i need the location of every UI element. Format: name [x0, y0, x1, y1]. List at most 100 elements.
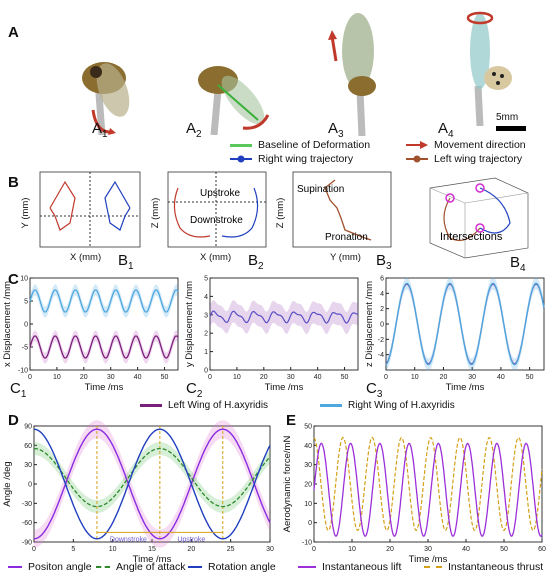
- d-ytick-label-3: 0: [28, 482, 32, 489]
- b1-xlabel: X (mm): [70, 252, 101, 263]
- blue-solid-line-icon: [188, 566, 202, 568]
- b2-upstroke: Upstroke: [200, 188, 240, 199]
- b3-pronation: Pronation: [325, 232, 368, 243]
- c3-right-line: [385, 282, 545, 366]
- e-ytick-label-6: 50: [304, 424, 312, 431]
- c1-ytick-label-1: -5: [22, 345, 28, 352]
- c1-ytick-label-0: -10: [18, 368, 28, 375]
- d-xtick-label-1: 5: [71, 546, 75, 553]
- e-xtick-label-6: 60: [538, 546, 546, 553]
- c3-band: [386, 277, 544, 371]
- b3-xlabel: Y (mm): [330, 252, 361, 263]
- c3-xtick-label-2: 20: [440, 374, 448, 381]
- d-ytick-label-6: 90: [24, 424, 32, 431]
- chart-c3: 0 10 20 30 40 50 -4 -2 0 2 4 6 Time /ms z Displacemen…: [364, 276, 545, 393]
- section-label-c: C: [8, 271, 19, 288]
- legend-d-position: Positon angle: [8, 561, 92, 573]
- legend-d-rotation: Rotation angle: [188, 561, 276, 573]
- panel-label-b2: B2: [248, 252, 264, 272]
- c3-xtick-label-3: 30: [468, 374, 476, 381]
- c1-xtick-label-3: 30: [107, 374, 115, 381]
- c2-xtick-label-5: 50: [341, 374, 349, 381]
- c3-ytick-label-4: 4: [380, 291, 384, 298]
- photo-label-a1: A1: [92, 120, 108, 140]
- photo-a1: [58, 40, 153, 136]
- e-xtick-label-0: 0: [312, 546, 316, 553]
- c2-band: [210, 300, 358, 335]
- scale-bar: [496, 126, 526, 131]
- d-ylabel: Angle /deg: [2, 461, 13, 506]
- c3-xlabel: Time /ms: [446, 382, 485, 393]
- c1-xtick-label-1: 10: [53, 374, 61, 381]
- chart-d: 0 5 10 15 20 25 30 -90 -60 -30 0 30 60 90 Time /ms Angl…: [2, 420, 274, 562]
- c2-ytick-label-4: 4: [204, 294, 208, 301]
- legend-baseline: Baseline of Deformation: [230, 139, 370, 151]
- legend-e-thrust: Instantaneous thrust: [424, 561, 543, 573]
- d-ytick-label-5: 60: [24, 443, 32, 450]
- e-xlabel: Time /ms: [409, 554, 448, 562]
- orange-dashed-line-icon: [424, 566, 442, 568]
- d-xtick-label-5: 25: [227, 546, 235, 553]
- e-ylabel: Aerodynamic force/mN: [282, 436, 293, 533]
- c3-ytick-label-1: -2: [378, 337, 384, 344]
- panel-label-c3: C3: [366, 380, 383, 400]
- c1-ytick-label-3: 5: [24, 299, 28, 306]
- c2-frame: [209, 277, 359, 371]
- panel-b1: Y (mm) X (mm): [20, 171, 141, 263]
- red-ball-line-icon: [406, 155, 428, 163]
- purple-line-icon: [140, 404, 162, 407]
- d-attack-line: [34, 447, 271, 508]
- photo-label-a2: A2: [186, 120, 202, 140]
- c1-ylabel: x Displacement /mm: [2, 281, 13, 367]
- panel-b2: Upstroke Downstroke Z (mm) X (mm): [150, 171, 267, 263]
- c3-xtick-label-5: 50: [526, 374, 534, 381]
- c3-ytick-label-3: 2: [380, 306, 384, 313]
- legend-c-right: Right Wing of H.axyridis: [320, 400, 455, 411]
- e-xtick-label-2: 20: [386, 546, 394, 553]
- e-ytick-label-0: -10: [302, 540, 312, 547]
- green-line-icon: [230, 143, 252, 147]
- panel-b3: Supination Pronation Z (mm) Y (mm): [275, 171, 392, 263]
- c2-ytick-label-0: 0: [204, 368, 208, 375]
- ladybird-wing-photo-1: [82, 62, 130, 136]
- c1-xtick-label-0: 0: [28, 374, 32, 381]
- section-label-d: D: [8, 412, 19, 429]
- e-ytick-label-4: 30: [304, 462, 312, 469]
- b3-supination: Supination: [297, 184, 344, 195]
- e-ytick-label-2: 10: [304, 501, 312, 508]
- c2-xtick-label-3: 30: [287, 374, 295, 381]
- d-upstroke-label: Upstroke: [177, 536, 205, 543]
- d-xtick-label-6: 30: [266, 546, 274, 553]
- e-xtick-label-5: 50: [500, 546, 508, 553]
- c2-ylabel: y Displacement /mm: [184, 281, 195, 367]
- photo-label-a4: A4: [438, 120, 454, 140]
- e-ytick-label-3: 20: [304, 482, 312, 489]
- chart-c2: 0 10 20 30 40 50 0 1 2 3 4 5 Time /ms y Displacement …: [184, 276, 359, 393]
- legend-e-lift: Instantaneous lift: [298, 561, 401, 573]
- panel-label-b3: B3: [376, 252, 392, 272]
- c1-ytick-label-4: 10: [20, 276, 28, 283]
- red-arrow-icon: [406, 141, 428, 149]
- section-label-a: A: [8, 24, 19, 41]
- c2-ytick-label-5: 5: [204, 276, 208, 283]
- c1-xlabel: Time /ms: [85, 382, 124, 393]
- c3-ylabel: z Displacement /mm: [364, 281, 375, 367]
- c3-xtick-label-1: 10: [411, 374, 419, 381]
- scale-bar-label: 5mm: [496, 112, 519, 123]
- legend-right-traj: Right wing trajectory: [230, 153, 353, 165]
- d-position-line: [33, 428, 271, 540]
- b4-intersections: Intersections: [440, 231, 503, 243]
- c2-xtick-label-2: 20: [260, 374, 268, 381]
- lightblue-line-icon: [320, 404, 342, 407]
- d-attack-band: [34, 442, 270, 513]
- d-xtick-label-3: 15: [148, 546, 156, 553]
- d-xtick-label-0: 0: [32, 546, 36, 553]
- c1-left-line: [29, 335, 179, 359]
- panel-label-b4: B4: [510, 254, 526, 274]
- violet-solid-line-icon: [298, 566, 316, 568]
- d-ytick-label-1: -60: [22, 520, 32, 527]
- d-rotation-line: [33, 428, 271, 540]
- c3-ytick-label-2: 0: [380, 322, 384, 329]
- e-xtick-label-4: 40: [462, 546, 470, 553]
- e-xtick-label-3: 30: [424, 546, 432, 553]
